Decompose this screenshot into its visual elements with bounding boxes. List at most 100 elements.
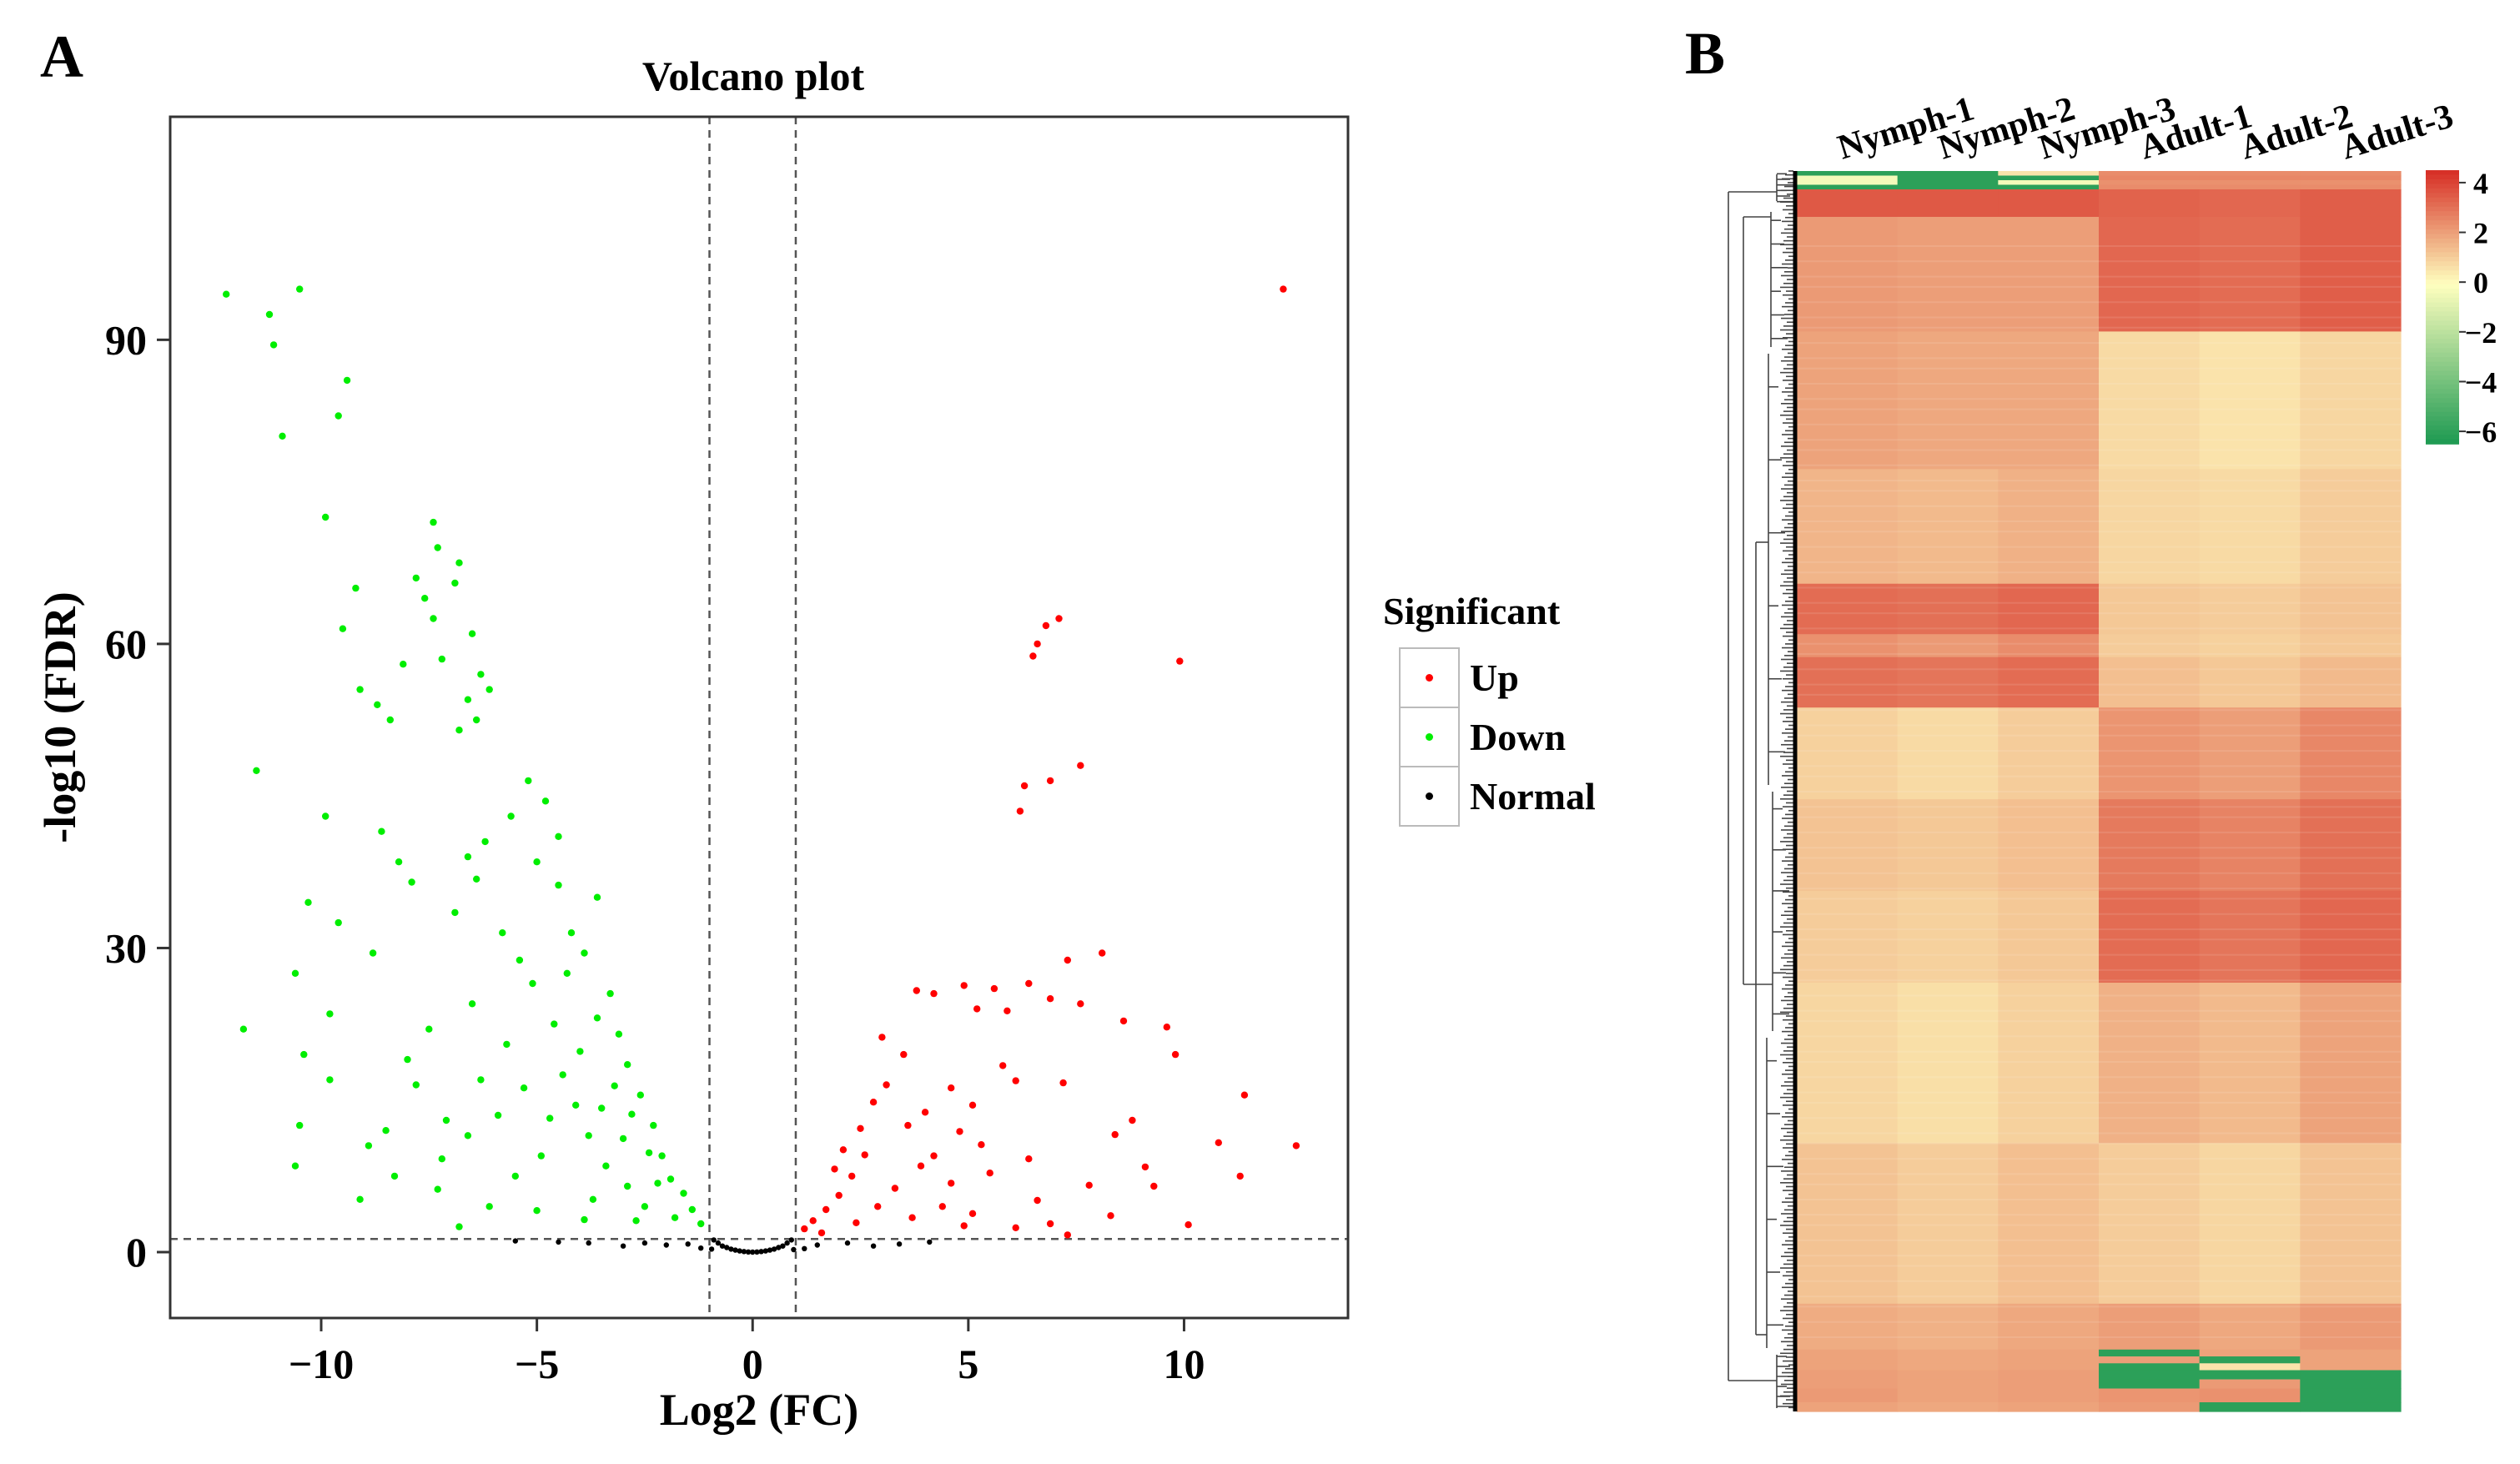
heatmap-cell — [1897, 189, 1999, 218]
volcano-chart: A Volcano plot −10 −5 0 5 10 0 30 60 90 Log2 (FC… — [35, 23, 1596, 1435]
volcano-panel: A Volcano plot −10 −5 0 5 10 0 30 60 90 Log2 (FC… — [35, 23, 1596, 1435]
heatmap-cell — [2300, 1388, 2402, 1403]
point-up — [883, 1081, 890, 1089]
point-down — [619, 1134, 627, 1143]
heatmap-row-block — [1797, 216, 2402, 332]
heatmap-cell — [1797, 1370, 1899, 1381]
heatmap-cell — [2099, 179, 2201, 186]
point-down — [334, 918, 342, 927]
point-down — [326, 1010, 334, 1018]
colorbar-segment — [2426, 298, 2459, 304]
point-down — [516, 956, 524, 964]
colorbar-segment — [2426, 420, 2459, 426]
colorbar-segment — [2426, 320, 2459, 326]
colorbar-segment — [2426, 215, 2459, 221]
point-down — [555, 881, 562, 889]
heatmap-cell — [1897, 1303, 1999, 1351]
heatmap-row-block — [1797, 1363, 2402, 1371]
point-down — [464, 853, 472, 861]
point-down — [520, 1084, 528, 1092]
heatmap-cell — [2099, 1303, 2201, 1351]
point-down — [598, 1104, 606, 1112]
heatmap-cell — [1998, 1388, 2100, 1403]
point-up — [986, 1170, 993, 1177]
point-down — [477, 671, 485, 678]
colorbar-segment — [2426, 220, 2459, 226]
heatmap-cell — [2300, 1370, 2402, 1381]
point-normal — [737, 1248, 742, 1254]
point-up — [1163, 1024, 1171, 1031]
heatmap-cell — [2300, 1363, 2402, 1371]
heatmap-cell — [1998, 331, 2100, 470]
y-tick-label: 0 — [126, 1229, 147, 1275]
panel-b-letter: B — [1685, 20, 1725, 87]
row-dendrogram — [1728, 170, 1793, 1409]
heatmap-cell — [2199, 1370, 2301, 1381]
point-normal — [802, 1245, 807, 1252]
heatmap-cell — [2099, 184, 2201, 190]
colorbar-segment — [2426, 243, 2459, 249]
heatmap-cell — [1797, 1379, 1899, 1390]
point-down — [563, 969, 571, 978]
heatmap-row-block — [1797, 1349, 2402, 1357]
point-normal — [791, 1246, 797, 1253]
point-up — [1034, 1196, 1041, 1205]
heatmap-row-texture — [1797, 245, 2401, 1338]
heatmap-cell — [2199, 1388, 2301, 1403]
point-up — [990, 984, 998, 993]
heatmap-cell — [1998, 189, 2100, 218]
point-down — [567, 929, 576, 937]
heatmap-cell — [2099, 1143, 2201, 1305]
point-up — [1046, 995, 1054, 1003]
heatmap-cell — [2300, 171, 2402, 177]
heatmap-cell — [2199, 1363, 2301, 1371]
heatmap-row-block — [1797, 1379, 2402, 1390]
point-down — [356, 1195, 364, 1204]
heatmap-cell — [1797, 891, 1899, 984]
heatmap-cell — [2300, 189, 2402, 218]
colorbar-segment — [2426, 197, 2459, 204]
plot-frame — [169, 115, 1350, 1320]
point-up — [869, 1099, 878, 1106]
x-tick-label: 0 — [742, 1341, 763, 1387]
point-normal — [708, 1246, 715, 1252]
point-down — [239, 1025, 248, 1033]
point-down — [529, 979, 536, 988]
point-up — [1034, 640, 1041, 648]
point-down — [390, 1172, 399, 1180]
heatmap-cell — [2099, 891, 2201, 984]
colorbar-segment — [2426, 330, 2459, 335]
point-down — [369, 949, 377, 957]
heatmap-cell — [2199, 634, 2301, 658]
heatmap-cell — [2300, 1303, 2402, 1351]
point-down — [581, 1215, 588, 1224]
point-down — [555, 833, 562, 840]
heatmap-cell — [1897, 1370, 1999, 1381]
point-down — [650, 1121, 657, 1129]
colorbar-segment — [2426, 352, 2459, 358]
point-down — [666, 1175, 675, 1183]
point-up — [1042, 621, 1050, 630]
heatmap-cell — [1797, 657, 1899, 708]
heatmap-cell — [1897, 469, 1999, 585]
heatmap-cell — [2300, 1356, 2402, 1364]
heatmap-cell — [1797, 1143, 1899, 1305]
heatmap-cell — [2300, 184, 2402, 190]
point-down — [602, 1162, 610, 1170]
y-tick-label: 60 — [105, 621, 147, 667]
point-down — [430, 518, 437, 526]
heatmap-row-block — [1797, 1356, 2402, 1364]
point-normal — [750, 1249, 756, 1255]
heatmap-cell — [2199, 983, 2301, 1145]
heatmap-cell — [1897, 175, 1999, 181]
colorbar-segment — [2426, 188, 2459, 194]
heatmap-cell — [2099, 1388, 2201, 1403]
heatmap-cell — [1998, 583, 2100, 635]
heatmap-cell — [2099, 799, 2201, 892]
heatmap-row-block — [1797, 583, 2402, 635]
colorbar-segment — [2426, 224, 2459, 230]
point-normal — [711, 1237, 717, 1243]
heatmap-cell — [1998, 1370, 2100, 1381]
heatmap-row-block — [1797, 634, 2402, 658]
point-down — [400, 661, 407, 668]
